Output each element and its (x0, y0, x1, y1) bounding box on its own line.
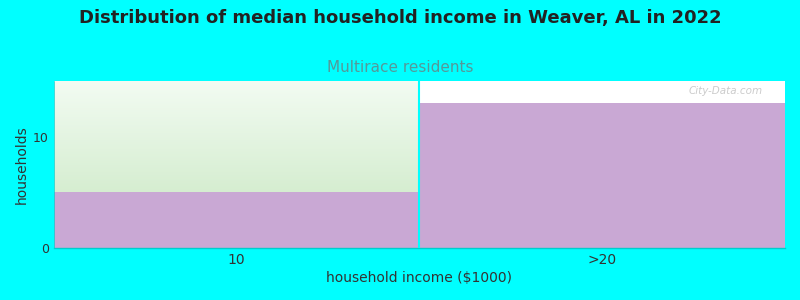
Y-axis label: households: households (15, 125, 29, 204)
Text: Multirace residents: Multirace residents (326, 60, 474, 75)
Text: Distribution of median household income in Weaver, AL in 2022: Distribution of median household income … (78, 9, 722, 27)
X-axis label: household income ($1000): household income ($1000) (326, 271, 513, 285)
Text: City-Data.com: City-Data.com (689, 86, 763, 96)
